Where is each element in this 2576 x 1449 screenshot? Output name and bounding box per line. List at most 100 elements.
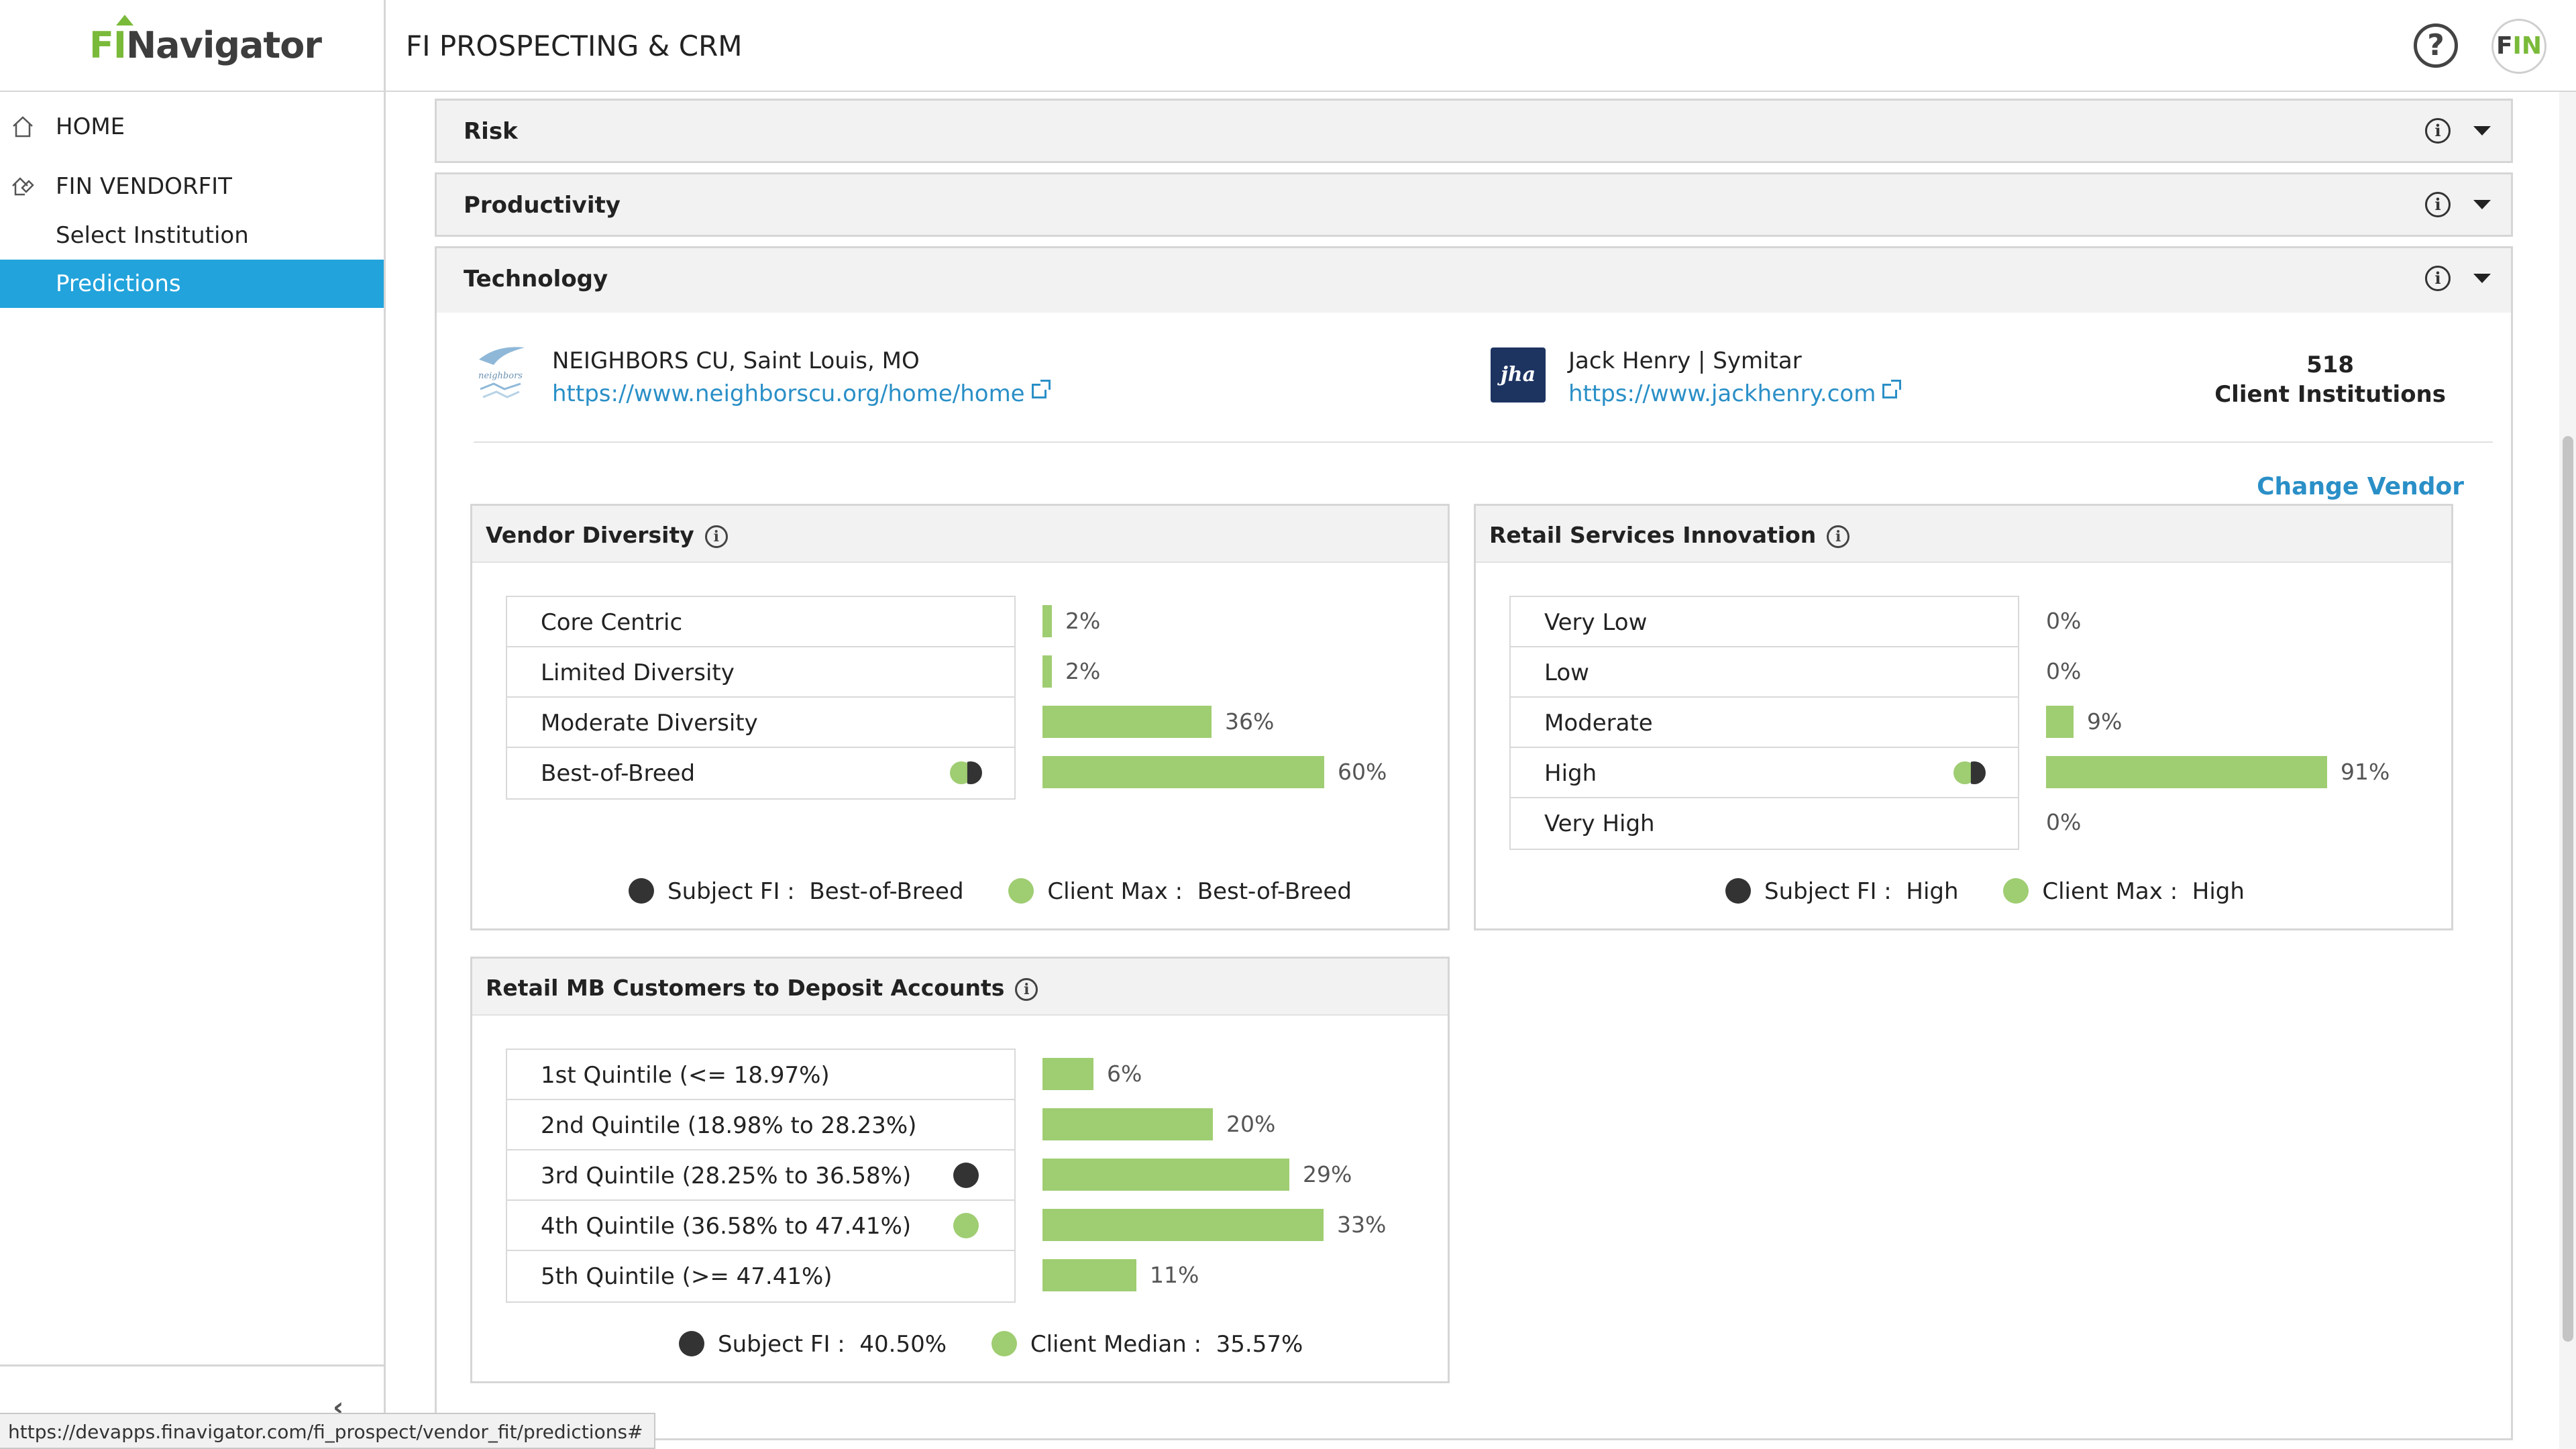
subject-dot-icon	[679, 1330, 704, 1356]
institution-url[interactable]: https://www.neighborscu.org/home/home	[552, 380, 1025, 407]
help-icon[interactable]: ?	[2414, 23, 2458, 68]
accordion-title: Technology	[464, 266, 608, 292]
bar-value-label: 0%	[2046, 608, 2082, 634]
legend-subject: Subject FI : 40.50%	[679, 1330, 947, 1358]
card-title-text: Retail MB Customers to Deposit Accounts	[486, 975, 1005, 1001]
page-title: FI PROSPECTING & CRM	[406, 30, 743, 62]
client-dot-icon	[991, 1330, 1017, 1356]
vendor-diversity-table: Core Centric Limited Diversity Moderate …	[506, 596, 1016, 800]
table-row: Best-of-Breed	[507, 748, 1014, 798]
row-label: 4th Quintile (36.58% to 47.41%)	[541, 1213, 912, 1240]
vendor-logo: jha	[1491, 347, 1546, 402]
row-label: Low	[1544, 659, 1589, 686]
bar-value-label: 2%	[1065, 608, 1101, 634]
legend-client: Client Max : High	[2003, 877, 2245, 906]
chart-legend: Subject FI : Best-of-Breed Client Max : …	[629, 877, 1389, 906]
row-label: High	[1544, 760, 1597, 787]
logo-name-text: Navigator	[125, 24, 322, 66]
row-label: Moderate Diversity	[541, 710, 758, 737]
info-icon[interactable]: i	[2425, 266, 2451, 291]
legend-value: Best-of-Breed	[1197, 878, 1352, 905]
chevron-down-icon[interactable]	[2473, 274, 2491, 283]
card-title: Retail MB Customers to Deposit Accounts i	[486, 975, 1038, 1002]
bar-0	[1042, 1058, 1093, 1090]
user-avatar[interactable]: FIN	[2491, 19, 2546, 74]
accordion-risk[interactable]: Risk i	[435, 99, 2513, 163]
client-institutions-count: 518 Client Institutions	[2214, 350, 2446, 409]
card-title-text: Vendor Diversity	[486, 522, 694, 548]
bar-value-label: 60%	[1338, 759, 1387, 785]
vendor-url[interactable]: https://www.jackhenry.com	[1568, 380, 1876, 407]
table-row: 1st Quintile (<= 18.97%)	[507, 1050, 1014, 1100]
subject-dot-icon	[1725, 877, 1751, 904]
bar-1	[1042, 655, 1052, 688]
mb-customers-table: 1st Quintile (<= 18.97%) 2nd Quintile (1…	[506, 1049, 1016, 1303]
row-label: 2nd Quintile (18.98% to 28.23%)	[541, 1112, 917, 1139]
table-row: Very High	[1511, 798, 2018, 849]
info-icon[interactable]: i	[1015, 978, 1038, 1001]
institution-link[interactable]: https://www.neighborscu.org/home/home	[552, 380, 1051, 407]
sidebar-item-fin-vendorfit[interactable]: FIN VENDORFIT	[0, 162, 384, 211]
accordion-technology-header[interactable]: Technology i	[437, 248, 2511, 313]
row-label: 1st Quintile (<= 18.97%)	[541, 1062, 830, 1089]
table-row: Limited Diversity	[507, 647, 1014, 698]
info-icon[interactable]: i	[1827, 525, 1850, 548]
row-label: Moderate	[1544, 710, 1653, 737]
vendor-link[interactable]: https://www.jackhenry.com	[1568, 380, 1902, 407]
bar-value-label: 6%	[1107, 1061, 1142, 1087]
chevron-down-icon[interactable]	[2473, 126, 2491, 136]
chart-legend: Subject FI : High Client Max : High	[1725, 877, 2282, 906]
sidebar: HOME FIN VENDORFIT Select Institution Pr…	[0, 92, 386, 1449]
change-vendor-link[interactable]: Change Vendor	[2257, 473, 2464, 500]
card-header: Retail Services Innovation i	[1476, 506, 2451, 563]
sidebar-item-select-institution[interactable]: Select Institution	[0, 211, 384, 260]
legend-label: Client Max :	[2042, 878, 2178, 905]
legend-value: 40.50%	[859, 1331, 947, 1358]
info-icon[interactable]: i	[2425, 118, 2451, 144]
vendor-diversity-card: Vendor Diversity i Core Centric Limited D…	[470, 504, 1450, 930]
row-label: Very High	[1544, 810, 1655, 837]
retail-services-innovation-card: Retail Services Innovation i Very Low Low…	[1474, 504, 2453, 930]
institution-logo: neighbors	[478, 347, 525, 398]
bar-value-label: 2%	[1065, 658, 1101, 684]
bar-value-label: 9%	[2087, 708, 2123, 735]
vendorfit-icon	[12, 177, 34, 196]
row-label: 3rd Quintile (28.25% to 36.58%)	[541, 1163, 912, 1189]
accordion-title: Risk	[464, 118, 518, 145]
chevron-down-icon[interactable]	[2473, 200, 2491, 209]
legend-subject: Subject FI : Best-of-Breed	[629, 877, 964, 906]
table-row: 4th Quintile (36.58% to 47.41%)	[507, 1201, 1014, 1251]
avatar-text-2: IN	[2512, 32, 2542, 60]
table-row: 5th Quintile (>= 47.41%)	[507, 1251, 1014, 1301]
info-icon[interactable]: i	[2425, 192, 2451, 217]
top-bar: FINavigator FI PROSPECTING & CRM ? FIN	[0, 0, 2576, 92]
bar-3	[1042, 756, 1324, 788]
legend-label: Subject FI :	[667, 878, 795, 905]
sidebar-item-predictions[interactable]: Predictions	[0, 260, 384, 308]
chart-legend: Subject FI : 40.50% Client Median : 35.5…	[679, 1330, 1340, 1358]
sidebar-item-label: HOME	[56, 113, 125, 140]
table-row: 3rd Quintile (28.25% to 36.58%)	[507, 1150, 1014, 1201]
row-label: Very Low	[1544, 609, 1648, 636]
info-icon[interactable]: i	[704, 525, 728, 548]
bar-3	[2046, 756, 2327, 788]
legend-value: High	[2192, 878, 2245, 905]
sidebar-item-home[interactable]: HOME	[0, 103, 384, 151]
row-label: Limited Diversity	[541, 659, 735, 686]
client-median-marker-icon	[953, 1213, 979, 1238]
external-link-icon[interactable]	[1882, 380, 1902, 398]
bar-value-label: 29%	[1303, 1161, 1352, 1187]
client-dot-icon	[2003, 877, 2029, 904]
table-row: 2nd Quintile (18.98% to 28.23%)	[507, 1100, 1014, 1150]
bar-2	[2046, 706, 2074, 738]
bar-1	[1042, 1108, 1213, 1140]
bar-2	[1042, 1159, 1289, 1191]
external-link-icon[interactable]	[1031, 380, 1051, 398]
fi-navigator-logo[interactable]: FINavigator	[89, 15, 322, 66]
card-header: Retail MB Customers to Deposit Accounts i	[472, 959, 1448, 1016]
accordion-productivity[interactable]: Productivity i	[435, 172, 2513, 237]
bar-4	[1042, 1259, 1136, 1291]
scrollbar-thumb[interactable]	[2563, 436, 2573, 1342]
bar-value-label: 0%	[2046, 809, 2082, 835]
table-row: Core Centric	[507, 597, 1014, 647]
